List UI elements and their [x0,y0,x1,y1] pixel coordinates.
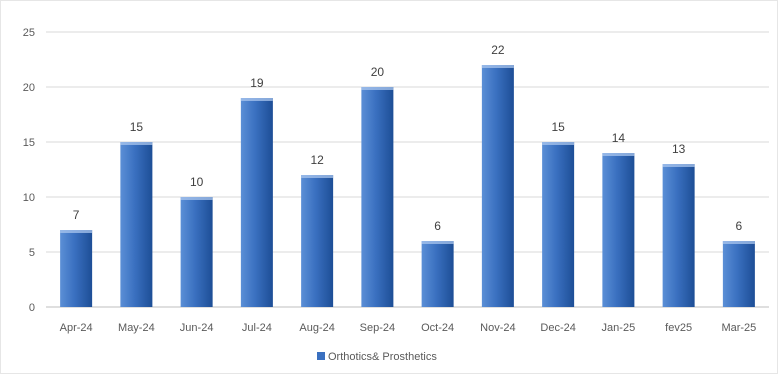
bar [602,153,635,307]
x-tick-label: Apr-24 [60,322,93,334]
bar [421,241,454,307]
y-tick-label: 10 [23,192,35,204]
data-label: 22 [491,43,505,57]
x-tick-label: Jun-24 [180,322,214,334]
x-axis: Apr-24 May-24 Jun-24 Jul-24 Aug-24 Sep-24 Oct-… [60,322,757,334]
data-label: 6 [434,219,441,233]
bar-top-highlight [481,65,514,68]
y-tick-label: 15 [23,137,35,149]
data-label: 10 [190,175,204,189]
legend-label: Orthotics& Prosthetics [328,351,437,363]
bar [481,65,514,307]
data-label: 15 [130,120,144,134]
data-label: 20 [371,65,385,79]
x-tick-label: Oct-24 [421,322,454,334]
x-tick-label: Aug-24 [299,322,334,334]
y-tick-label: 20 [23,82,35,94]
x-tick-label: Jul-24 [242,322,272,334]
x-tick-label: fev25 [665,322,692,334]
data-label: 13 [672,142,686,156]
y-tick-label: 5 [29,247,35,259]
bar [662,164,695,307]
x-tick-label: May-24 [118,322,155,334]
bar-top-highlight [240,98,273,101]
legend-swatch [317,352,325,360]
bar-top-highlight [542,142,575,145]
bar-top-highlight [120,142,153,145]
data-label: 7 [73,208,80,222]
bar-top-highlight [421,241,454,244]
bar [60,230,93,307]
bar [361,87,394,307]
bars: 7 15 10 19 12 20 6 22 15 14 13 6 [60,43,755,307]
data-label: 14 [612,131,626,145]
legend: Orthotics& Prosthetics [317,351,437,363]
data-label: 6 [736,219,743,233]
y-tick-label: 25 [23,27,35,39]
y-tick-label: 0 [29,302,35,314]
bar-top-highlight [301,175,334,178]
x-tick-label: Jan-25 [602,322,636,334]
bar-top-highlight [602,153,635,156]
x-tick-label: Dec-24 [540,322,575,334]
bar-top-highlight [60,230,93,233]
bar-top-highlight [361,87,394,90]
gridlines [46,31,769,308]
bar [180,197,213,307]
data-label: 15 [551,120,565,134]
bar [240,98,273,307]
y-axis: 0 5 10 15 20 25 [23,27,35,314]
bar [301,175,334,307]
bar [120,142,153,307]
bar-top-highlight [180,197,213,200]
bar-top-highlight [662,164,695,167]
bar [542,142,575,307]
x-tick-label: Nov-24 [480,322,515,334]
bar-top-highlight [722,241,755,244]
x-tick-label: Sep-24 [360,322,395,334]
bar [722,241,755,307]
data-label: 19 [250,76,264,90]
data-label: 12 [310,153,324,167]
x-tick-label: Mar-25 [721,322,756,334]
